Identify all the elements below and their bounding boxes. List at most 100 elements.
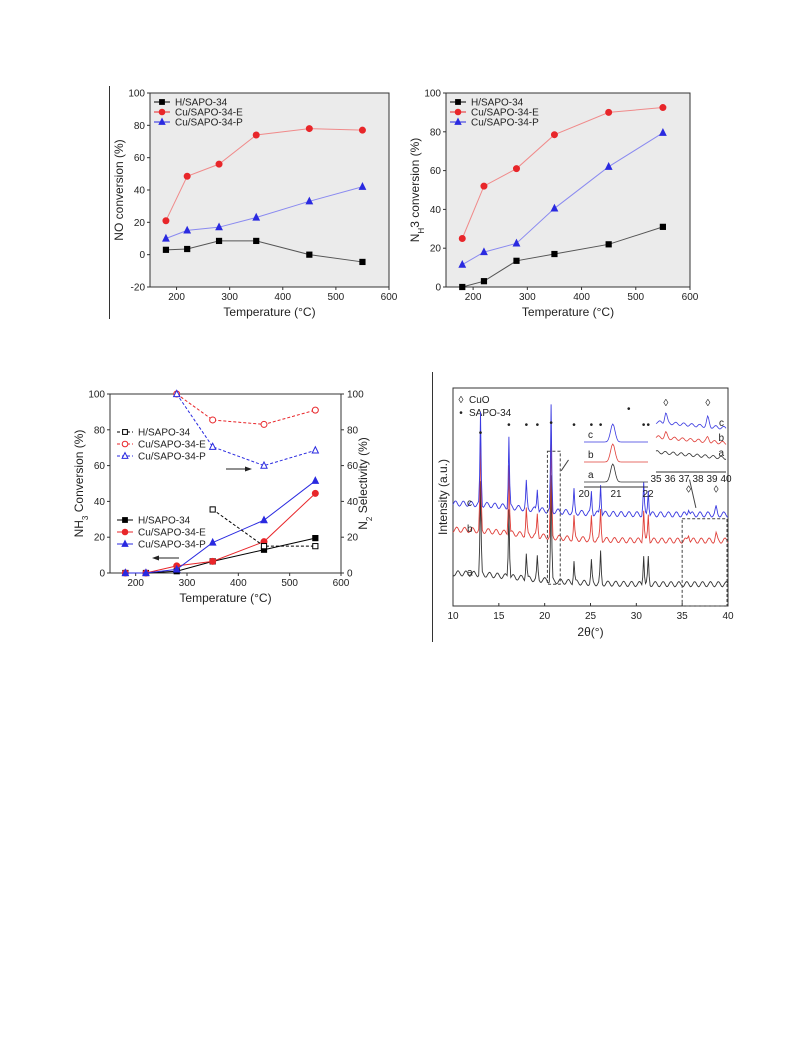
y-tick-label: 80 (430, 127, 442, 138)
inset2-tick-label: 39 (706, 474, 718, 485)
inset1-label: b (588, 450, 594, 461)
sapo34-peak-marker: • (590, 420, 594, 431)
y-tick-label: 0 (99, 569, 105, 580)
legend-conversion-label: Cu/SAPO-34-E (138, 528, 206, 539)
legend-label: CuO (469, 395, 490, 406)
y-axis-label: NO conversion (%) (112, 139, 126, 240)
series-line-0 (462, 226, 664, 288)
data-point (208, 537, 217, 546)
cuo-peak-marker: ◊ (714, 485, 719, 496)
legend-marker (454, 117, 462, 125)
inset2-pattern (655, 431, 727, 445)
chart-nh3-conversion-svg: 200 300 400 500 600 0 20 40 60 80 100 Temperature (… (408, 89, 699, 320)
data-point (162, 217, 170, 225)
data-point (183, 225, 192, 234)
sapo34-peak-marker: • (525, 420, 529, 431)
data-point (551, 250, 558, 258)
legend-selectivity-marker (121, 451, 129, 459)
legend-selectivity-label: Cu/SAPO-34-P (138, 452, 206, 463)
y2-tick-label: 60 (347, 461, 359, 472)
chart-xrd-patterns: 10 15 20 25 30 35 40 2θ(°) Intensity (a.u.) ◊ CuO •… (434, 380, 744, 645)
data-point (458, 235, 466, 242)
data-point (209, 416, 217, 424)
data-point (605, 241, 612, 248)
data-point (172, 389, 181, 398)
y-tick-label: 20 (94, 533, 106, 544)
arrow-left-head (152, 555, 159, 561)
inset2-tick-label: 40 (720, 474, 732, 485)
chart-nh3-n2-selectivity: 200 300 400 500 600 0 20 40 60 80 100 0 20 40 60 80 100 T… (66, 380, 374, 620)
x-tick-label: 600 (682, 292, 699, 303)
x-tick-label: 300 (221, 292, 238, 303)
sapo34-peak-marker: • (507, 420, 511, 431)
chart-nh3-conversion: 200 300 400 500 600 0 20 40 60 80 100 Temperature (… (408, 84, 705, 324)
inset1-peak-marker: • (627, 404, 631, 415)
x-tick-label: 400 (573, 292, 590, 303)
x-tick-label: 10 (447, 611, 459, 622)
legend-selectivity-label: Cu/SAPO-34-E (138, 440, 206, 451)
x-tick-label: 300 (519, 292, 536, 303)
inset1-pattern (584, 443, 648, 463)
series-line-selectivity-4 (176, 393, 316, 425)
data-point (513, 257, 520, 264)
data-point (209, 506, 216, 513)
x-tick-label: 400 (230, 578, 247, 589)
legend-label: Cu/SAPO-34-E (471, 108, 539, 119)
y2-tick-label: 40 (347, 497, 359, 508)
data-point (512, 165, 520, 173)
x-axis-label: Temperature (°C) (223, 305, 315, 319)
x-axis-label: 2θ(°) (577, 625, 603, 639)
y-tick-label: 0 (435, 283, 441, 294)
arrow-right-head (245, 466, 252, 472)
x-tick-label: 20 (539, 611, 551, 622)
pattern-label-b: b (467, 524, 473, 535)
sapo34-peak-marker: • (642, 420, 646, 431)
y2-axis-label: N2 Selectivity (%) (356, 437, 374, 529)
data-point (208, 442, 217, 450)
data-point (311, 445, 320, 454)
legend-conversion-marker (121, 528, 129, 536)
inset1-pattern (584, 423, 648, 443)
data-point (215, 160, 223, 168)
inset2-tick-label: 36 (664, 474, 676, 485)
data-point (184, 245, 191, 253)
data-point (311, 476, 320, 484)
zoom-box-2 (681, 518, 728, 607)
zoom-arrow-1 (560, 459, 569, 472)
y-tick-label: 80 (94, 425, 106, 436)
data-point (550, 131, 558, 139)
pattern-label-c: c (467, 498, 472, 509)
data-point (253, 237, 260, 245)
xrd-pattern-b (452, 429, 729, 544)
series-line-1 (461, 107, 663, 239)
legend-conversion-label: Cu/SAPO-34-P (138, 540, 206, 551)
data-point (260, 460, 268, 469)
data-point (305, 196, 314, 205)
legend-marker (159, 99, 165, 105)
legend-selectivity-marker (121, 440, 129, 448)
cuo-peak-marker: ◊ (686, 485, 691, 496)
data-point (252, 212, 261, 221)
data-point (512, 238, 521, 247)
data-point (358, 126, 366, 134)
sapo34-peak-marker: • (536, 420, 540, 431)
data-point (312, 534, 319, 542)
y-tick-label: 100 (88, 390, 105, 401)
x-tick-label: 500 (627, 292, 644, 303)
plot-frame (445, 92, 691, 288)
legend-selectivity-marker (122, 429, 128, 435)
inset1-tick-label: 20 (578, 489, 590, 500)
y-axis-label: NH3 Conversion (%) (72, 430, 90, 538)
y-axis-label: NH3 conversion (%) (408, 138, 426, 243)
data-point (312, 543, 319, 550)
series-line-1 (165, 128, 363, 221)
x-tick-label: 200 (168, 292, 185, 303)
inset2-pattern (655, 412, 727, 430)
y2-tick-label: 20 (347, 533, 359, 544)
inset2-label: a (718, 448, 724, 459)
y-tick-label: 60 (134, 153, 146, 164)
xrd-pattern-c (452, 404, 729, 518)
data-point (480, 278, 488, 285)
x-tick-label: 40 (722, 611, 734, 622)
y-tick-label: -20 (131, 283, 146, 294)
